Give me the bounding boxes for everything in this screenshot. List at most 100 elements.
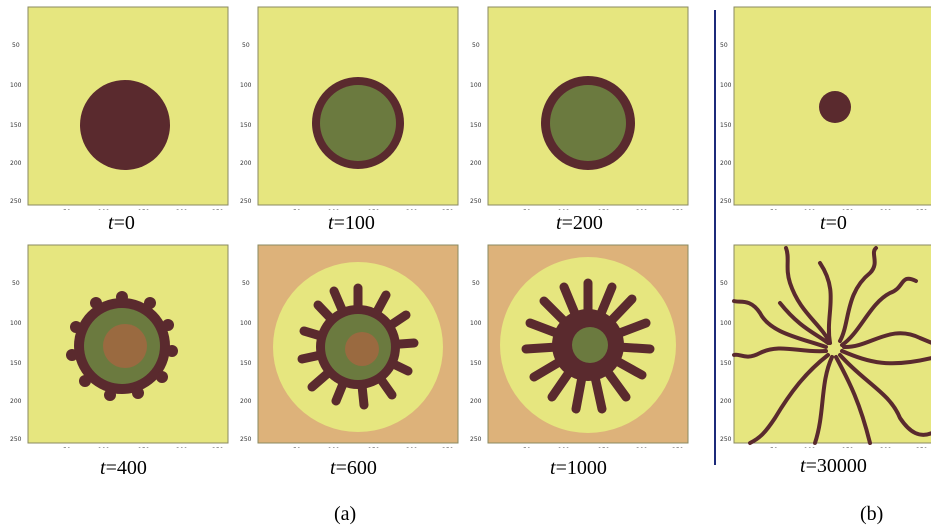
svg-text:200: 200 <box>176 447 188 448</box>
svg-text:100: 100 <box>328 209 340 210</box>
svg-text:100: 100 <box>470 82 482 89</box>
time-label-b-t30000: t=30000 <box>800 455 867 477</box>
svg-text:250: 250 <box>10 198 22 205</box>
plot-a-t400: 50 100 150 200 250 50 100 150 200 250 <box>10 244 229 448</box>
svg-text:100: 100 <box>240 82 252 89</box>
svg-text:100: 100 <box>10 320 22 327</box>
svg-text:50: 50 <box>523 209 531 210</box>
time-label-a-t1000: t=1000 <box>550 457 607 479</box>
svg-text:100: 100 <box>98 209 110 210</box>
svg-text:200: 200 <box>240 398 252 405</box>
svg-text:100: 100 <box>470 320 482 327</box>
svg-text:200: 200 <box>406 209 418 210</box>
panel-a-t0: 50 100 150 200 250 50 100 150 200 250 <box>10 5 230 210</box>
svg-text:100: 100 <box>720 82 732 89</box>
svg-text:100: 100 <box>720 320 732 327</box>
plot-a-t0: 50 100 150 200 250 50 100 150 200 250 <box>10 6 229 210</box>
svg-text:150: 150 <box>10 122 22 129</box>
svg-text:200: 200 <box>406 447 418 448</box>
svg-text:250: 250 <box>470 436 482 443</box>
svg-text:250: 250 <box>672 447 684 448</box>
svg-text:50: 50 <box>63 209 71 210</box>
svg-text:250: 250 <box>442 209 454 210</box>
svg-text:100: 100 <box>328 447 340 448</box>
svg-text:200: 200 <box>240 160 252 167</box>
plot-b-t0: 50 100 150 200 250 50 100 150 200 250 <box>720 6 931 210</box>
svg-text:150: 150 <box>368 209 380 210</box>
svg-text:200: 200 <box>880 447 892 448</box>
svg-text:50: 50 <box>720 42 728 49</box>
svg-text:150: 150 <box>240 360 252 367</box>
svg-text:150: 150 <box>598 209 610 210</box>
time-label-a-t200: t=200 <box>556 212 603 234</box>
svg-text:100: 100 <box>240 320 252 327</box>
svg-text:50: 50 <box>63 447 71 448</box>
svg-text:250: 250 <box>10 436 22 443</box>
svg-text:150: 150 <box>138 209 150 210</box>
svg-text:100: 100 <box>558 447 570 448</box>
svg-text:250: 250 <box>240 198 252 205</box>
svg-text:50: 50 <box>242 42 250 49</box>
time-label-a-t400: t=400 <box>100 457 147 479</box>
panel-b-t0: 50 100 150 200 250 50 100 150 200 250 <box>720 5 931 210</box>
panel-divider <box>714 10 716 465</box>
svg-text:200: 200 <box>720 398 732 405</box>
svg-text:150: 150 <box>470 360 482 367</box>
svg-text:200: 200 <box>176 209 188 210</box>
svg-text:200: 200 <box>636 209 648 210</box>
svg-text:200: 200 <box>470 160 482 167</box>
svg-text:250: 250 <box>240 436 252 443</box>
sublabel-a: (a) <box>334 503 357 525</box>
svg-text:50: 50 <box>293 447 301 448</box>
svg-text:50: 50 <box>523 447 531 448</box>
plot-a-t600: 50 100 150 200 250 50 100 150 200 250 <box>240 244 459 448</box>
svg-text:250: 250 <box>212 209 224 210</box>
svg-text:150: 150 <box>720 122 732 129</box>
plot-a-t100: 50 100 150 200 250 50 100 150 200 250 <box>240 6 459 210</box>
svg-text:100: 100 <box>804 209 816 210</box>
svg-text:200: 200 <box>880 209 892 210</box>
svg-text:250: 250 <box>212 447 224 448</box>
svg-text:50: 50 <box>12 280 20 287</box>
panel-a-t1000: 50 100 150 200 250 50 100 150 200 250 <box>470 243 690 448</box>
svg-text:250: 250 <box>916 209 928 210</box>
svg-text:150: 150 <box>720 360 732 367</box>
sublabel-b: (b) <box>860 503 884 525</box>
svg-text:200: 200 <box>10 398 22 405</box>
svg-text:150: 150 <box>842 447 854 448</box>
svg-text:50: 50 <box>770 447 778 448</box>
panel-a-t600: 50 100 150 200 250 50 100 150 200 250 <box>240 243 460 448</box>
svg-text:250: 250 <box>720 198 732 205</box>
svg-text:150: 150 <box>470 122 482 129</box>
svg-text:250: 250 <box>720 436 732 443</box>
svg-text:150: 150 <box>138 447 150 448</box>
svg-text:250: 250 <box>916 447 928 448</box>
svg-text:200: 200 <box>10 160 22 167</box>
svg-text:50: 50 <box>472 280 480 287</box>
svg-text:50: 50 <box>242 280 250 287</box>
svg-text:200: 200 <box>636 447 648 448</box>
svg-text:150: 150 <box>240 122 252 129</box>
svg-text:250: 250 <box>672 209 684 210</box>
time-label-a-t100: t=100 <box>328 212 375 234</box>
svg-text:50: 50 <box>770 209 778 210</box>
svg-text:50: 50 <box>720 280 728 287</box>
svg-text:100: 100 <box>10 82 22 89</box>
svg-text:150: 150 <box>10 360 22 367</box>
panel-a-t200: 50 100 150 200 250 50 100 150 200 250 <box>470 5 690 210</box>
svg-text:150: 150 <box>368 447 380 448</box>
svg-text:200: 200 <box>720 160 732 167</box>
svg-text:50: 50 <box>293 209 301 210</box>
svg-text:200: 200 <box>470 398 482 405</box>
svg-text:150: 150 <box>598 447 610 448</box>
plot-b-t30000: 50 100 150 200 250 50 100 150 200 250 <box>720 244 931 448</box>
panel-a-t400: 50 100 150 200 250 50 100 150 200 250 <box>10 243 230 448</box>
plot-a-t200: 50 100 150 200 250 50 100 150 200 250 <box>470 6 689 210</box>
svg-text:50: 50 <box>472 42 480 49</box>
time-label-b-t0: t=0 <box>820 212 847 234</box>
panel-a-t100: 50 100 150 200 250 50 100 150 200 250 <box>240 5 460 210</box>
svg-text:50: 50 <box>12 42 20 49</box>
panel-b-t30000: 50 100 150 200 250 50 100 150 200 250 <box>720 243 931 448</box>
svg-text:250: 250 <box>470 198 482 205</box>
svg-text:250: 250 <box>442 447 454 448</box>
